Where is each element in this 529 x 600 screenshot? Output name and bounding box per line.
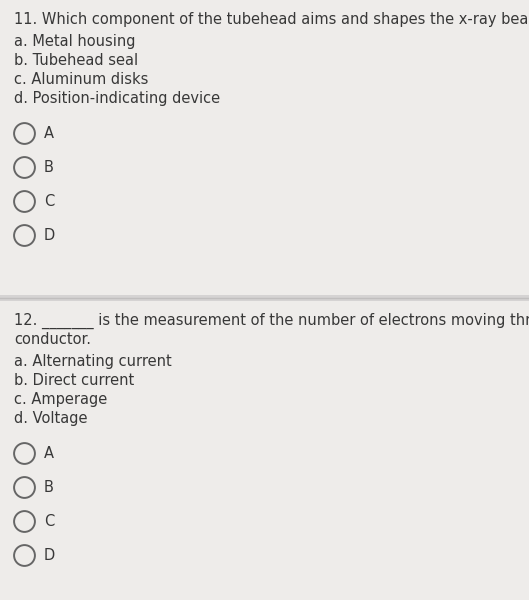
Text: a. Metal housing: a. Metal housing xyxy=(14,34,135,49)
Text: D: D xyxy=(44,227,55,242)
Text: conductor.: conductor. xyxy=(14,332,91,347)
FancyBboxPatch shape xyxy=(0,301,529,600)
Text: C: C xyxy=(44,193,54,208)
Text: 12. _______ is the measurement of the number of electrons moving through a: 12. _______ is the measurement of the nu… xyxy=(14,313,529,329)
Text: c. Amperage: c. Amperage xyxy=(14,392,107,407)
Text: 11. Which component of the tubehead aims and shapes the x-ray beam?: 11. Which component of the tubehead aims… xyxy=(14,12,529,27)
Text: C: C xyxy=(44,514,54,529)
Text: A: A xyxy=(44,445,54,461)
Text: d. Voltage: d. Voltage xyxy=(14,411,87,426)
Text: B: B xyxy=(44,160,54,175)
FancyBboxPatch shape xyxy=(0,0,529,295)
Text: b. Tubehead seal: b. Tubehead seal xyxy=(14,53,138,68)
Text: c. Aluminum disks: c. Aluminum disks xyxy=(14,72,148,87)
Text: a. Alternating current: a. Alternating current xyxy=(14,354,172,369)
Text: b. Direct current: b. Direct current xyxy=(14,373,134,388)
Text: B: B xyxy=(44,479,54,494)
Text: D: D xyxy=(44,547,55,563)
Text: A: A xyxy=(44,125,54,140)
Text: d. Position-indicating device: d. Position-indicating device xyxy=(14,91,220,106)
